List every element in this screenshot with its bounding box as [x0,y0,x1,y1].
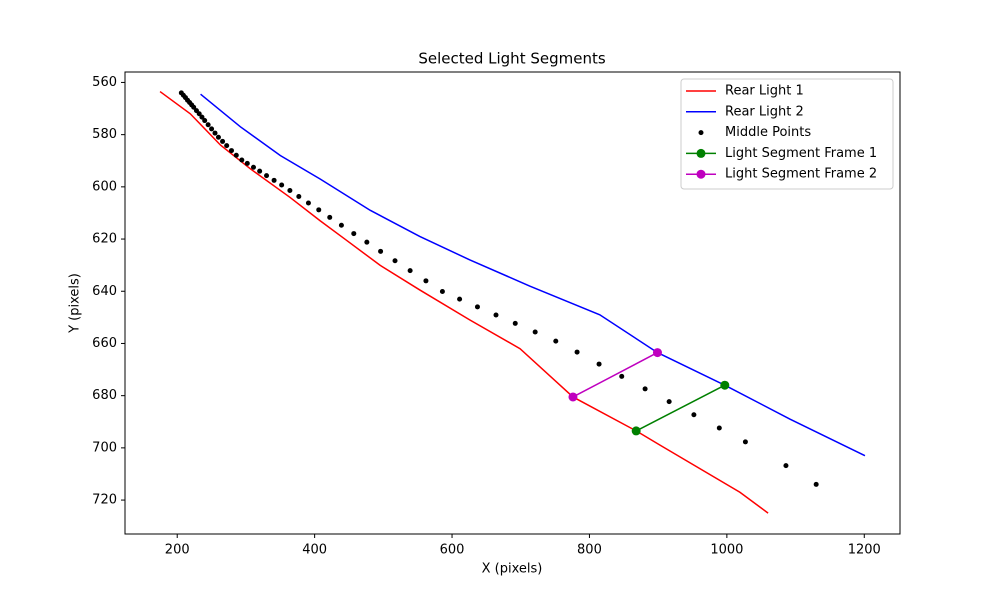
point [327,214,333,220]
y-tick-label: 640 [92,284,117,299]
point [257,168,263,174]
x-tick-label: 600 [440,543,465,558]
marker [720,380,730,390]
point [474,304,480,310]
point [512,320,518,326]
legend-box [680,78,894,190]
point [423,278,429,284]
y-axis-label: Y (pixels) [68,273,83,334]
point [212,130,218,136]
legend-marker [696,169,706,179]
y-tick-label: 560 [92,75,117,90]
marker [568,392,578,402]
point [250,164,256,170]
y-tick-label: 620 [92,232,117,247]
point [316,207,322,213]
point [619,373,625,379]
x-tick-label: 800 [577,543,602,558]
legend-marker [698,130,704,136]
point [338,222,344,228]
point [407,268,413,274]
point [202,118,208,124]
legend-label: Light Segment Frame 1 [725,146,877,161]
point [224,143,230,149]
point [596,361,602,367]
y-tick-label: 700 [92,440,117,455]
legend-label: Rear Light 1 [725,84,804,99]
legend-label: Rear Light 2 [725,104,804,119]
x-tick-label: 200 [165,543,190,558]
marker [631,426,641,436]
series-line [572,351,658,398]
series-line [635,384,726,432]
point [666,399,672,405]
point [228,148,234,154]
point [305,200,311,206]
x-axis-label: X (pixels) [482,562,543,577]
marker [652,348,662,358]
x-tick-label: 400 [302,543,327,558]
point [742,439,748,445]
point [493,312,499,318]
point [287,188,293,194]
y-tick-label: 660 [92,336,117,351]
y-tick-label: 600 [92,179,117,194]
point [553,338,559,344]
point [215,134,221,140]
point [233,152,239,158]
point [199,114,205,120]
point [271,177,277,183]
legend-marker [696,148,706,158]
point [196,111,202,117]
point [691,412,697,418]
point [457,296,463,302]
y-tick-label: 720 [92,493,117,508]
point [220,138,226,144]
point [205,122,211,128]
point [351,231,357,237]
point [783,463,789,469]
point [439,289,445,295]
chart-title: Selected Light Segments [418,50,605,68]
y-tick-label: 580 [92,127,117,142]
x-tick-label: 1200 [848,543,881,558]
point [296,194,302,200]
y-tick-label: 680 [92,388,117,403]
point [716,425,722,431]
point [532,329,538,335]
point [239,157,245,163]
point [574,349,580,355]
point [191,104,197,110]
legend-label: Middle Points [725,125,811,140]
point [279,182,285,188]
point [642,386,648,392]
point [209,126,215,132]
point [264,173,270,179]
point [813,481,819,487]
plot-frame [124,71,901,535]
point [244,160,250,166]
x-tick-label: 1000 [710,543,743,558]
point [392,258,398,264]
point [378,248,384,254]
legend-label: Light Segment Frame 2 [725,167,877,182]
point [364,239,370,245]
